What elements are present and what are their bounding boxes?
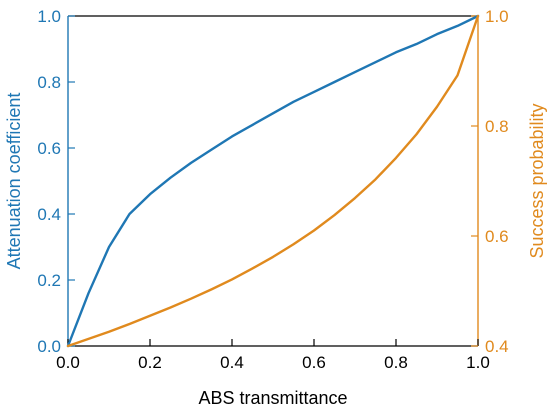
- plot-frame: [67, 15, 479, 347]
- x-tick-label-0: 0.0: [56, 353, 80, 372]
- series-lines: [66, 14, 480, 348]
- right-tick-label-2: 0.8: [485, 117, 509, 136]
- left-tick-label-4: 0.8: [37, 73, 61, 92]
- left-tick-label-2: 0.4: [37, 205, 61, 224]
- left-tick-label-1: 0.2: [37, 271, 61, 290]
- x-axis-title: ABS transmittance: [198, 388, 347, 408]
- right-tick-label-0: 0.4: [485, 337, 509, 356]
- x-tick-label-5: 1.0: [466, 353, 490, 372]
- success-probability-line: [66, 14, 480, 348]
- right-axis-ticks: 0.4 0.6 0.8 1.0: [471, 7, 509, 356]
- left-tick-label-0: 0.0: [37, 337, 61, 356]
- x-tick-label-1: 0.2: [138, 353, 162, 372]
- right-tick-label-3: 1.0: [485, 7, 509, 26]
- attenuation-coefficient-line: [66, 14, 480, 348]
- left-tick-label-3: 0.6: [37, 139, 61, 158]
- left-axis-title: Attenuation coefficient: [4, 93, 24, 270]
- x-axis-ticks: 0.0 0.2 0.4 0.6 0.8 1.0: [56, 339, 490, 372]
- right-tick-label-1: 0.6: [485, 227, 509, 246]
- left-tick-label-5: 1.0: [37, 7, 61, 26]
- left-axis-ticks: 0.0 0.2 0.4 0.6 0.8 1.0: [37, 7, 75, 356]
- x-tick-label-4: 0.8: [384, 353, 408, 372]
- x-tick-label-2: 0.4: [220, 353, 244, 372]
- x-tick-label-3: 0.6: [302, 353, 326, 372]
- right-axis-title: Success probability: [527, 103, 547, 258]
